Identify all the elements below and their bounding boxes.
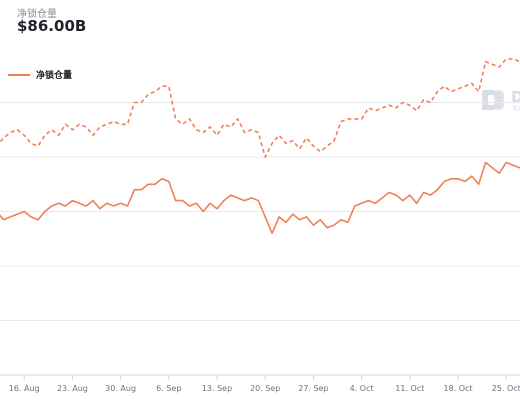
x-tick-label: 27. Sep <box>298 384 328 393</box>
watermark: D Yo <box>478 86 520 114</box>
legend-swatch <box>8 73 30 76</box>
watermark-sub: Yo <box>512 104 520 113</box>
grid-lines <box>0 102 520 376</box>
watermark-text: D <box>511 88 520 106</box>
series-line-dashed <box>0 58 520 158</box>
x-tick-label: 4. Oct <box>350 384 374 393</box>
series-line-solid <box>0 161 520 235</box>
x-tick-label: 13. Sep <box>202 384 232 393</box>
x-tick-label: 30. Aug <box>105 384 136 393</box>
total-value: $86.00B <box>17 17 87 35</box>
legend[interactable]: 净锁仓量 <box>8 68 72 81</box>
watermark-logo-icon <box>482 90 504 110</box>
x-tick-label: 25. Oct <box>492 384 520 393</box>
x-tick-label: 20. Sep <box>250 384 280 393</box>
series-lines <box>0 58 520 235</box>
legend-label: 净锁仓量 <box>36 71 73 81</box>
x-tick-label: 18. Oct <box>443 384 472 393</box>
x-tick-label: 23. Aug <box>57 384 88 393</box>
page-title: 净锁仓量 <box>17 9 57 20</box>
x-tick-label: 16. Aug <box>9 384 40 393</box>
x-tick-label: 6. Sep <box>156 384 181 393</box>
x-tick-label: 11. Oct <box>395 384 424 393</box>
